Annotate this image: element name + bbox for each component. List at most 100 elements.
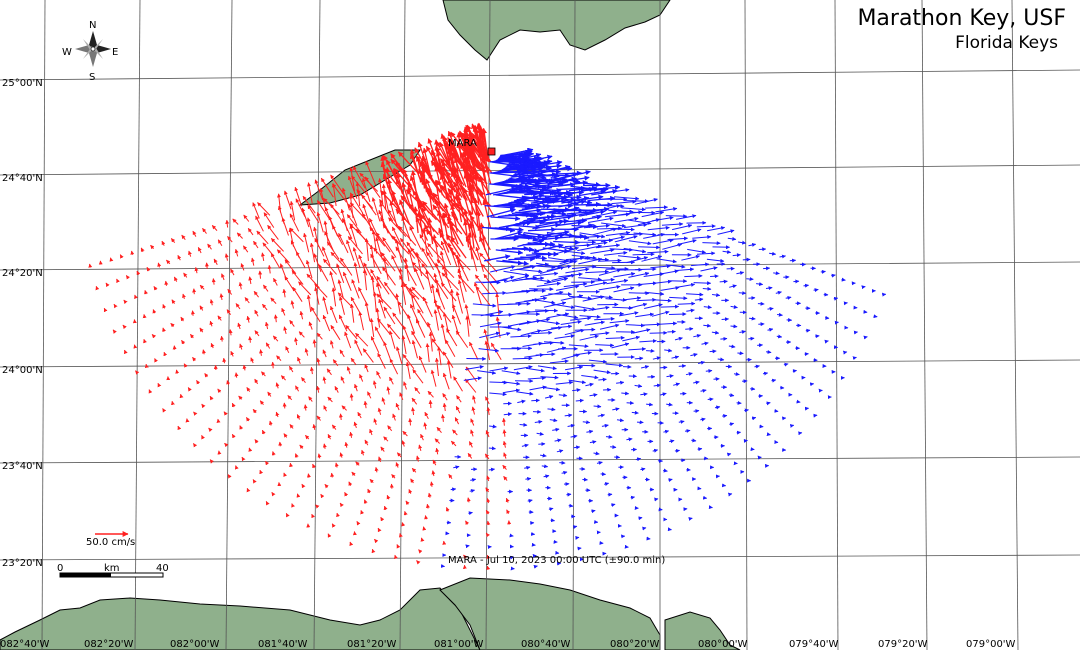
current-vector [677, 282, 696, 288]
current-vector [396, 544, 401, 549]
current-vector [376, 275, 390, 295]
current-vector [346, 214, 362, 234]
current-vector [431, 338, 444, 355]
current-vector [486, 498, 491, 504]
current-vector [412, 369, 424, 384]
current-vector [213, 258, 218, 266]
current-vector [733, 372, 740, 377]
current-vector [511, 224, 541, 230]
current-vector [779, 254, 786, 259]
current-vector [270, 238, 284, 252]
current-vector [541, 464, 549, 469]
current-vector [219, 335, 224, 342]
current-vector [377, 407, 382, 415]
current-vector [273, 314, 278, 323]
current-vector [603, 250, 628, 256]
current-vector [434, 438, 440, 444]
current-vector [441, 212, 449, 241]
current-vector [638, 245, 661, 250]
current-vector [491, 161, 526, 169]
current-vector [223, 411, 228, 416]
current-vector [309, 366, 314, 375]
current-vector [593, 404, 602, 409]
current-vector [678, 364, 687, 369]
current-vector [407, 203, 426, 226]
current-vector [486, 554, 491, 560]
current-vector [350, 296, 362, 315]
current-vector [411, 397, 418, 405]
compass-n: N [89, 20, 96, 31]
current-vector [609, 319, 630, 324]
current-vector [594, 316, 615, 321]
current-vector [469, 489, 475, 493]
svg-text:23°40'N: 23°40'N [2, 461, 43, 472]
current-vector [642, 322, 661, 327]
current-vector [527, 227, 557, 233]
current-vector [726, 452, 732, 457]
current-vector [464, 304, 471, 326]
current-vector [749, 316, 756, 321]
current-vector [668, 478, 673, 482]
current-vector [414, 387, 421, 395]
current-vector [183, 272, 188, 278]
current-vector [217, 450, 222, 455]
current-vector [383, 306, 396, 325]
current-vector [351, 279, 360, 299]
current-vector [385, 166, 391, 194]
current-vector [667, 329, 676, 334]
current-vector [709, 349, 717, 354]
current-vector [560, 294, 584, 301]
current-vector [359, 172, 379, 192]
current-vector [593, 369, 611, 375]
current-vector [547, 312, 570, 319]
current-vector [775, 290, 782, 295]
current-vector [427, 390, 434, 398]
current-vector [312, 424, 317, 430]
current-vector [125, 275, 131, 280]
current-vector [590, 248, 615, 254]
current-vector [574, 327, 596, 332]
current-vectors [88, 122, 887, 571]
current-vector [238, 282, 243, 290]
current-vector [279, 263, 288, 280]
current-vector [270, 252, 281, 269]
current-vector [765, 286, 773, 291]
current-vector [320, 493, 325, 499]
current-vector [633, 232, 657, 237]
current-vector [373, 418, 378, 426]
current-vector [863, 335, 868, 340]
current-vector [363, 499, 368, 504]
current-vector [187, 387, 192, 392]
current-vector [441, 272, 459, 291]
current-vector [391, 474, 396, 479]
current-vector [611, 199, 637, 205]
current-vector [406, 185, 415, 214]
current-vector [553, 239, 581, 246]
current-vector [727, 236, 737, 241]
current-vector [339, 349, 345, 358]
current-vector [296, 493, 301, 498]
current-vector [549, 359, 569, 364]
current-vector [841, 277, 846, 282]
current-vector [498, 302, 523, 307]
current-vector [769, 251, 777, 256]
current-vector [442, 265, 452, 289]
current-vector [209, 459, 214, 464]
current-vector [239, 425, 244, 430]
current-vector [420, 433, 424, 441]
current-vector [306, 273, 320, 289]
current-vector [397, 151, 419, 174]
current-vector [664, 348, 673, 353]
current-vector [162, 408, 167, 413]
current-vector [306, 473, 311, 478]
current-vector [463, 145, 472, 178]
current-vector [267, 224, 279, 240]
current-vector [291, 270, 304, 285]
svg-text:24°40'N: 24°40'N [2, 173, 43, 184]
current-vector [336, 263, 345, 283]
current-vector [470, 478, 477, 482]
current-vector [591, 509, 596, 514]
current-vector [763, 266, 771, 271]
current-vector [432, 192, 451, 217]
current-vector [642, 526, 647, 531]
